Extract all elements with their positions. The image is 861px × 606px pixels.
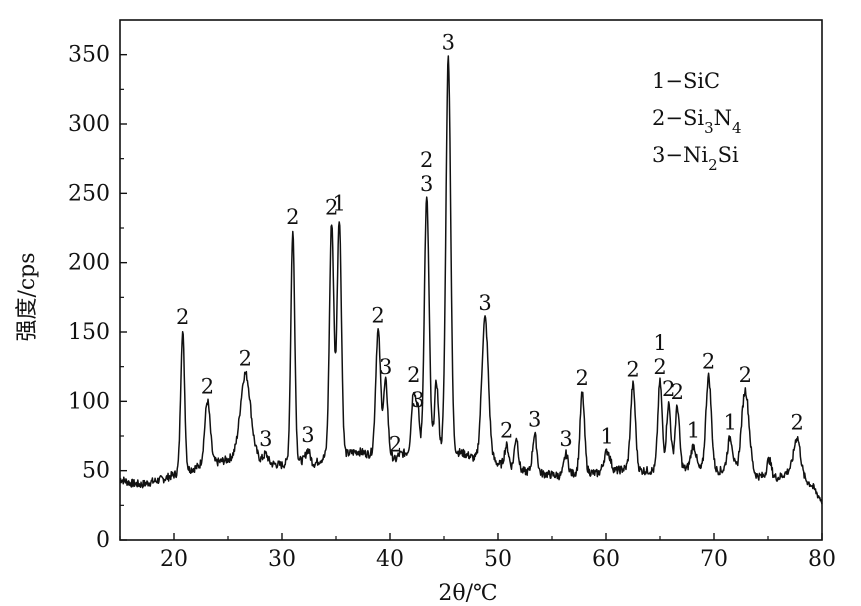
peak-label: 2: [576, 366, 589, 390]
x-tick-label: 70: [700, 547, 728, 572]
peak-label: 2: [325, 195, 338, 219]
peak-label: 3: [301, 423, 314, 447]
peak-label: 2: [407, 363, 420, 387]
x-tick-label: 20: [160, 547, 188, 572]
peak-label: 1: [333, 191, 346, 215]
plot-frame: [119, 19, 823, 541]
peak-label: 1: [600, 424, 613, 448]
peak-label: 2: [739, 363, 752, 387]
y-tick-label: 50: [82, 459, 110, 484]
peak-label: 2: [626, 358, 639, 382]
peak-label: 2: [371, 304, 384, 328]
peak-label: 3: [379, 355, 392, 379]
legend: 1−SiC 2−Si3N4 3−Ni2Si: [652, 69, 742, 174]
diffraction-pattern-line: [119, 55, 823, 505]
x-tick-label: 30: [268, 547, 296, 572]
peak-label: 1: [724, 410, 737, 434]
x-tick-label: 40: [376, 547, 404, 572]
peak-label: 3: [259, 427, 272, 451]
peak-label: 2: [389, 433, 402, 457]
x-tick-label: 80: [808, 547, 836, 572]
peak-label: 2: [239, 347, 252, 371]
y-tick-label: 0: [96, 528, 110, 553]
y-tick-label: 350: [68, 43, 110, 68]
y-tick-label: 300: [68, 112, 110, 137]
y-axis-title: 强度/cps: [15, 252, 40, 341]
peak-label: 2: [286, 205, 299, 229]
peak-label: 2: [201, 374, 214, 398]
legend-entry-ni2si: 3−Ni2Si: [652, 143, 739, 174]
y-tick-label: 150: [68, 320, 110, 345]
x-tick-label: 50: [484, 547, 512, 572]
peak-label: 3: [442, 30, 455, 54]
peak-label: 2: [671, 380, 684, 404]
legend-entry-sic: 1−SiC: [652, 69, 720, 93]
y-tick-label: 200: [68, 251, 110, 276]
peak-label: 1: [687, 419, 700, 443]
y-tick-label: 100: [68, 389, 110, 414]
peak-label: 2: [662, 377, 675, 401]
peak-label: 3: [411, 388, 424, 412]
x-axis: 20 30 40 50 60 70 80: [119, 533, 836, 572]
peak-label: 2: [500, 419, 513, 443]
peak-label: 3: [478, 291, 491, 315]
x-axis-title: 2θ/℃: [438, 581, 497, 606]
y-axis: 0 50 100 150 200 250 300 350: [68, 43, 127, 553]
y-tick-label: 250: [68, 181, 110, 206]
peak-label: 2: [176, 305, 189, 329]
legend-entry-si3n4: 2−Si3N4: [652, 106, 742, 137]
peak-label: 3: [528, 408, 541, 432]
peak-label: 2: [790, 410, 803, 434]
peak-label: 3: [559, 427, 572, 451]
peak-label: 2: [702, 349, 715, 373]
x-tick-label: 60: [592, 547, 620, 572]
